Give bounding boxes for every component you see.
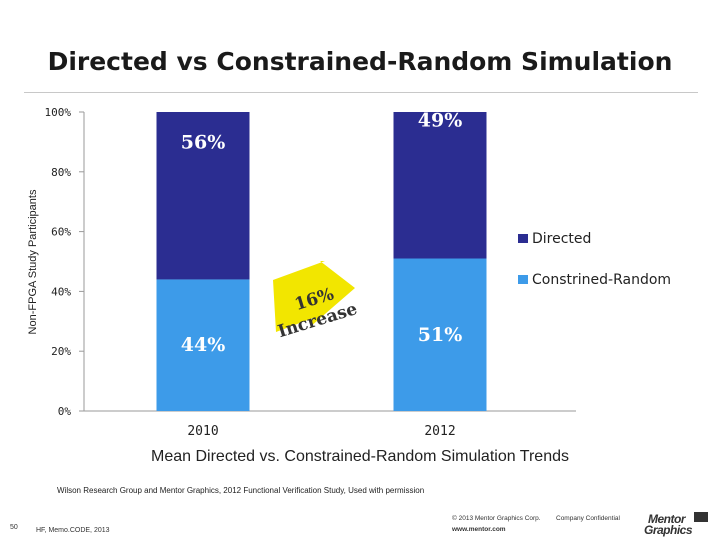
- y-tick-label: 40%: [51, 285, 71, 298]
- y-axis-label: Non-FPGA Study Participants: [27, 189, 39, 334]
- y-tick-label: 0%: [58, 405, 72, 418]
- legend-swatch: [518, 234, 528, 243]
- increase-arrow-icon: [273, 261, 355, 332]
- y-tick-label: 80%: [51, 166, 71, 179]
- chart-caption: Mean Directed vs. Constrained-Random Sim…: [151, 448, 569, 465]
- logo-mark-icon: [694, 512, 708, 522]
- x-tick-label: 2012: [424, 424, 455, 439]
- data-label: 44%: [181, 334, 226, 356]
- legend-swatch: [518, 275, 528, 284]
- website-link[interactable]: www.mentor.com: [452, 526, 506, 533]
- slide-title: Directed vs Constrained-Random Simulatio…: [47, 47, 673, 76]
- company-logo: Mentor Graphics: [640, 512, 712, 540]
- legend-label: Directed: [532, 231, 591, 247]
- legend-label: Constrined-Random: [532, 272, 671, 288]
- bar-segment-directed-2012: [393, 112, 487, 259]
- y-tick-label: 20%: [51, 345, 71, 358]
- logo-text-line2: Graphics: [644, 523, 693, 537]
- x-tick-label: 2010: [187, 424, 218, 439]
- event-label: HF, Memo.CODE, 2013: [36, 527, 110, 534]
- bar-segment-directed-2010: [156, 112, 250, 280]
- data-label: 49%: [418, 109, 463, 131]
- data-label: 56%: [181, 132, 226, 154]
- page-number: 50: [10, 524, 18, 531]
- confidential-label: Company Confidential: [556, 515, 620, 522]
- data-label: 51%: [418, 324, 463, 346]
- stacked-bar-chart: 0% 20% 40% 60% 80% 100% Non-FPGA Study Partici…: [27, 106, 671, 439]
- bar-segment-constrined-random-2010: [156, 279, 250, 411]
- source-note: Wilson Research Group and Mentor Graphic…: [57, 486, 425, 495]
- logo-text-line1: Mentor: [648, 512, 686, 526]
- bar-segment-constrined-random-2012: [393, 258, 487, 411]
- y-tick-label: 60%: [51, 226, 71, 239]
- y-tick-label: 100%: [45, 106, 72, 119]
- copyright-notice: © 2013 Mentor Graphics Corp.: [452, 515, 541, 522]
- title-divider: [24, 92, 698, 93]
